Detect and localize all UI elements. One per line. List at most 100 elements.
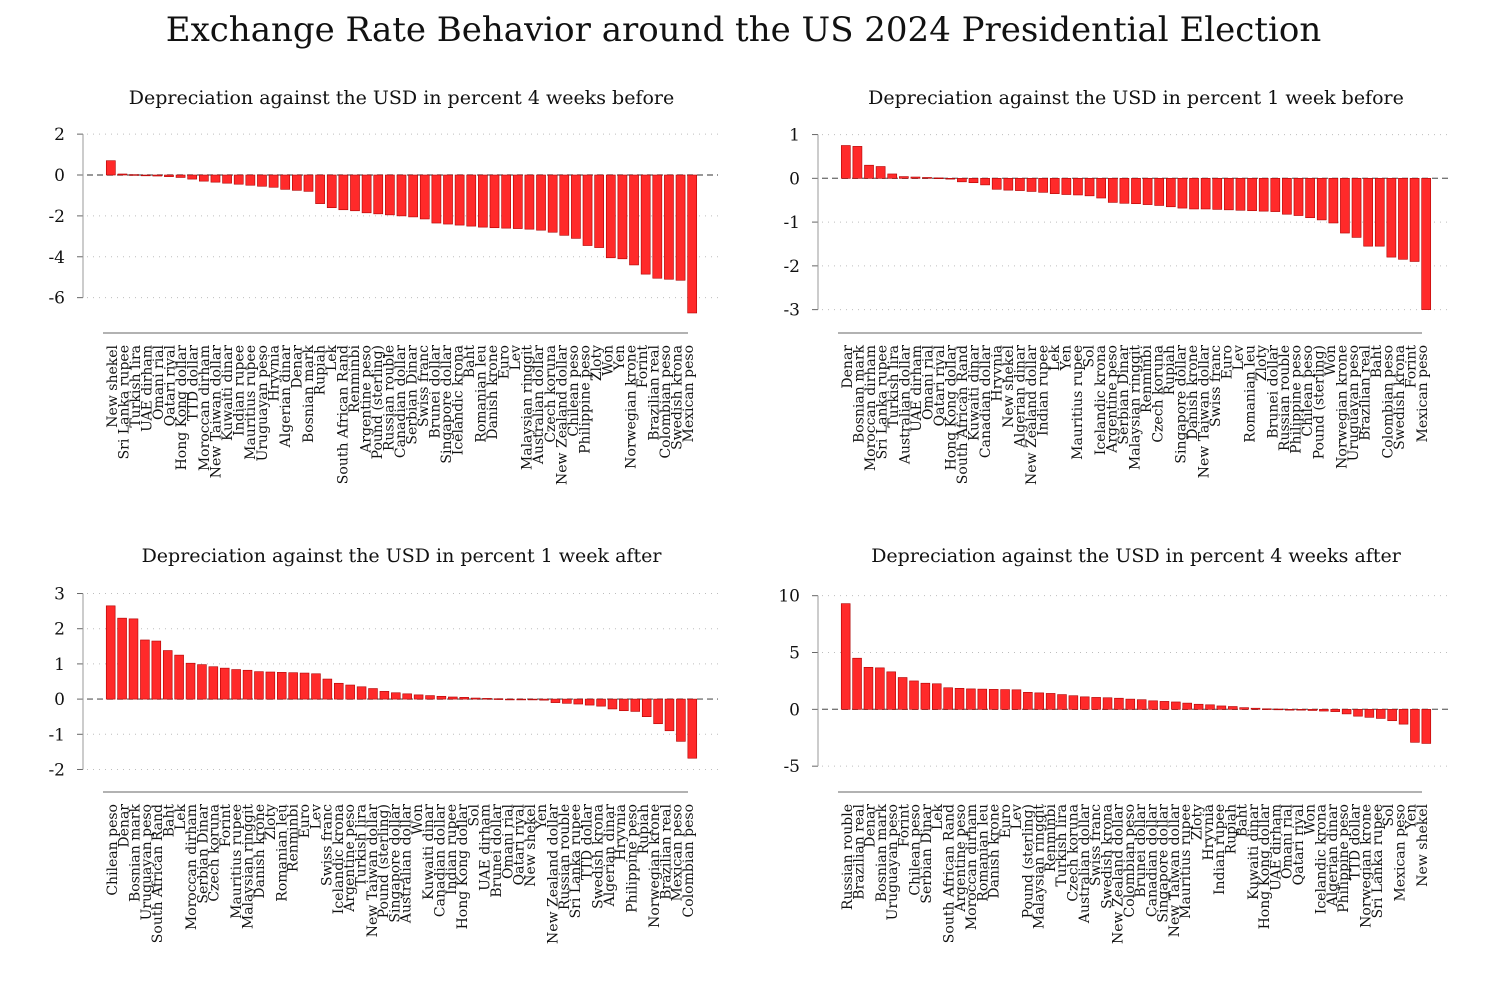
x-tick-label: Renminbi bbox=[286, 803, 302, 872]
x-tick-label: Zloty bbox=[263, 804, 279, 840]
bar-czech-koruna bbox=[547, 174, 558, 233]
y-tick-label: 0 bbox=[54, 690, 65, 710]
bar-malaysian-ringgit bbox=[1131, 178, 1141, 205]
bar-lek bbox=[174, 654, 184, 700]
x-tick-label: Kuwaiti dinar bbox=[967, 345, 983, 441]
x-tick-label: Bosnian mark bbox=[874, 803, 890, 902]
x-tick-label: Yen bbox=[534, 804, 550, 830]
bar-brazilian-real bbox=[1363, 178, 1373, 247]
bar-brazilian-real bbox=[664, 698, 675, 732]
bar-australian-dollar bbox=[899, 176, 909, 179]
bar-serbian-dinar bbox=[1119, 178, 1130, 204]
x-tick-label: Hryvnia bbox=[990, 345, 1006, 402]
x-tick-label: Euro bbox=[998, 804, 1014, 838]
bar-mauritius-rupee bbox=[231, 669, 241, 700]
bar-ttd-dollar bbox=[1353, 709, 1363, 717]
chart-panel-2: Depreciation against the USD in percent … bbox=[783, 87, 1452, 485]
x-tick-label: Australian dollar bbox=[1077, 804, 1093, 924]
bar-canadian-dollar bbox=[436, 695, 447, 700]
x-tick-label: UAE dirham bbox=[140, 345, 156, 432]
x-tick-label: Singapore dollar bbox=[1156, 804, 1172, 923]
bar-icelandic-krona bbox=[454, 174, 465, 226]
x-tick-label: Hryvnia bbox=[613, 804, 629, 861]
bar-malaysian-ringgit bbox=[242, 669, 253, 700]
x-tick-label: Australian dollar bbox=[531, 345, 547, 465]
bar-chilean-peso bbox=[105, 605, 116, 700]
x-tick-label: Mexican peso bbox=[681, 345, 697, 443]
bar-lev bbox=[512, 174, 523, 229]
x-tick-label: Moroccan dirham bbox=[964, 804, 980, 930]
bar-canadian-dollar bbox=[396, 174, 407, 217]
bar-baht bbox=[466, 174, 477, 227]
bar-philippine-peso bbox=[1341, 709, 1352, 715]
x-tick-label: Malaysian ringgit bbox=[1032, 804, 1048, 929]
x-tick-label: Denar bbox=[840, 345, 856, 389]
bar-swiss-franc bbox=[322, 678, 333, 700]
bar-brazilian-real bbox=[852, 657, 862, 710]
bar-indian-rupee bbox=[1216, 705, 1227, 710]
x-tick-label: Hong Kong dollar bbox=[455, 804, 471, 930]
bar-won bbox=[1307, 709, 1318, 711]
x-tick-label: Lek bbox=[173, 803, 189, 830]
bar-swiss-franc bbox=[1212, 178, 1223, 210]
bar-norwegian-krone bbox=[653, 698, 663, 725]
bar-russian-rouble bbox=[1282, 178, 1292, 215]
bar-swedish-krona bbox=[1102, 697, 1113, 710]
x-tick-label: Omani rial bbox=[151, 344, 167, 420]
x-tick-label: Omani rial bbox=[500, 803, 516, 879]
bar-australian-dollar bbox=[1080, 696, 1090, 710]
bar-algerian-dinar bbox=[280, 174, 291, 190]
x-tick-label: New shekel bbox=[1415, 803, 1431, 886]
x-tick-label: Lek bbox=[1047, 344, 1063, 371]
x-tick-label: Danish krone bbox=[987, 804, 1003, 899]
bar-hong-kong-dollar bbox=[1262, 708, 1272, 710]
bar-denar bbox=[840, 145, 851, 179]
bar-singapore-dollar bbox=[1159, 701, 1170, 710]
x-tick-label: TTD dollar bbox=[1347, 804, 1363, 880]
bar-ttd-dollar bbox=[187, 174, 198, 180]
x-tick-label: Swiss franc bbox=[1088, 804, 1104, 886]
bar-moroccan-dirham bbox=[185, 662, 196, 700]
bar-colombian-peso bbox=[1125, 698, 1136, 710]
x-tick-label: Australian dollar bbox=[898, 345, 914, 465]
bar-mauritius-rupee bbox=[1073, 178, 1083, 196]
x-tick-label: Sri Lanka rupee bbox=[875, 345, 891, 459]
bar-uae-dirham bbox=[1273, 708, 1284, 711]
bar-australian-dollar bbox=[402, 693, 412, 700]
bar-pound-sterling- bbox=[373, 174, 384, 215]
x-tick-label: Sri Lanka rupee bbox=[568, 804, 584, 918]
x-tick-label: Uruguayan peso bbox=[255, 345, 271, 461]
chart-title: Depreciation against the USD in percent … bbox=[142, 545, 663, 567]
y-tick-label: -5 bbox=[783, 757, 800, 777]
x-tick-label: Denar bbox=[116, 804, 132, 848]
x-tick-label: Colombian peso bbox=[1381, 345, 1397, 458]
bar-pound-sterling- bbox=[1316, 178, 1327, 221]
x-tick-label: Romanian leu bbox=[274, 804, 290, 902]
x-tick-label: Turkish lira bbox=[128, 345, 144, 428]
bar-romanian-leu bbox=[977, 688, 988, 710]
bar-indian-rupee bbox=[1038, 178, 1048, 193]
x-tick-label: Lev bbox=[308, 804, 324, 830]
x-tick-label: Romanian leu bbox=[474, 345, 490, 443]
x-tick-label: South African Rand bbox=[150, 804, 166, 943]
x-tick-label: Swedish krona bbox=[591, 804, 607, 909]
y-tick-label: -6 bbox=[48, 289, 65, 309]
y-tick-label: 5 bbox=[789, 644, 800, 664]
y-tick-label: -2 bbox=[48, 760, 65, 780]
bar-serbian-dinar bbox=[408, 174, 418, 218]
bar-new-zealand-dollar bbox=[559, 174, 570, 236]
x-tick-label: Hong Kong dollar bbox=[944, 345, 960, 471]
x-tick-label: South African Rand bbox=[955, 345, 971, 484]
x-tick-label: Argentine peso bbox=[953, 804, 969, 913]
x-tick-label: Mauritius rupee bbox=[1070, 345, 1086, 460]
bar-serbian-dinar bbox=[920, 682, 931, 710]
x-tick-label: Lev bbox=[1009, 804, 1025, 830]
bar-euro bbox=[501, 174, 511, 229]
bar-omani-rial bbox=[1284, 709, 1295, 711]
bar-new-zealand-dollar bbox=[1114, 697, 1124, 710]
x-tick-label: Forint bbox=[1404, 345, 1420, 389]
bar-algerian-dinar bbox=[607, 698, 618, 710]
x-tick-label: Swiss franc bbox=[320, 804, 336, 886]
x-tick-label: Indian rupee bbox=[1212, 804, 1228, 895]
y-tick-label: -1 bbox=[48, 725, 65, 745]
